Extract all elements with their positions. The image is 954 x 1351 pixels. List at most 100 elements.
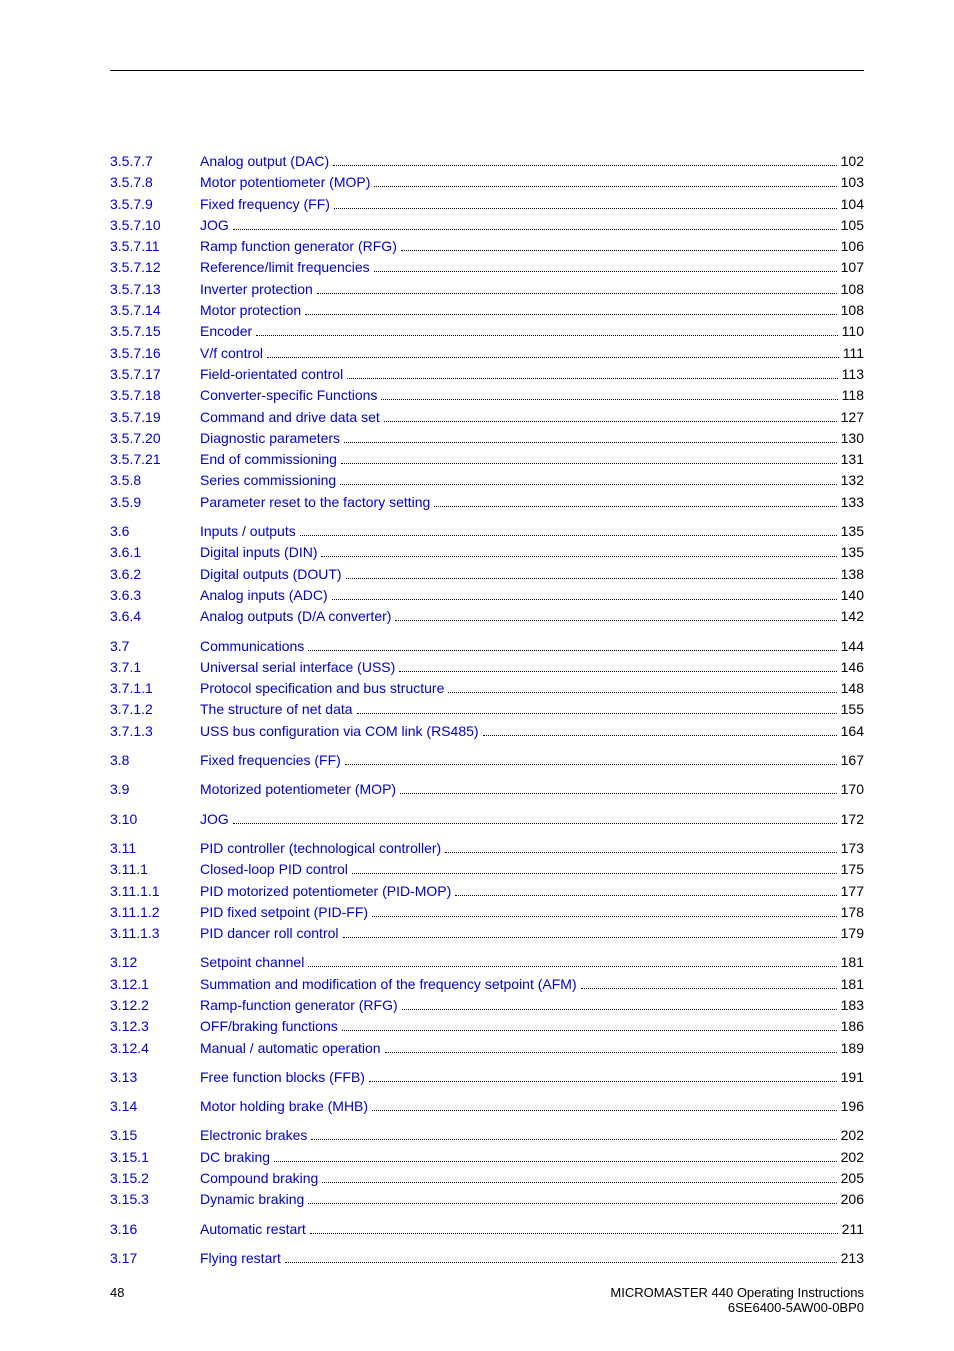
toc-page-number: 118	[842, 385, 864, 405]
toc-leader-dots	[233, 218, 837, 230]
toc-entry[interactable]: 3.7.1Universal serial interface (USS)146	[110, 657, 864, 677]
toc-leader-dots	[310, 1222, 838, 1234]
toc-entry[interactable]: 3.5.7.20Diagnostic parameters130	[110, 428, 864, 448]
toc-section-number: 3.15	[110, 1125, 200, 1145]
toc-section-title: Digital inputs (DIN)	[200, 542, 317, 562]
toc-entry[interactable]: 3.11.1.1PID motorized potentiometer (PID…	[110, 881, 864, 901]
toc-page-number: 181	[841, 974, 864, 994]
toc-entry[interactable]: 3.5.8Series commissioning132	[110, 470, 864, 490]
toc-section-number: 3.8	[110, 750, 200, 770]
toc-leader-dots	[483, 724, 837, 736]
toc-section-number: 3.6	[110, 521, 200, 541]
toc-entry[interactable]: 3.12.4Manual / automatic operation189	[110, 1038, 864, 1058]
toc-page-number: 206	[841, 1189, 864, 1209]
toc-page-number: 146	[841, 657, 864, 677]
toc-page-number: 132	[841, 470, 864, 490]
toc-entry[interactable]: 3.5.7.8Motor potentiometer (MOP)103	[110, 172, 864, 192]
toc-page-number: 155	[841, 699, 864, 719]
toc-section-title: Free function blocks (FFB)	[200, 1067, 365, 1087]
toc-entry[interactable]: 3.6.4Analog outputs (D/A converter)142	[110, 606, 864, 626]
toc-page-number: 108	[841, 279, 864, 299]
toc-entry[interactable]: 3.11.1.2PID fixed setpoint (PID-FF)178	[110, 902, 864, 922]
toc-entry[interactable]: 3.5.7.10JOG105	[110, 215, 864, 235]
toc-entry[interactable]: 3.13Free function blocks (FFB) 191	[110, 1067, 864, 1087]
toc-section-title: PID controller (technological controller…	[200, 838, 441, 858]
toc-page-number: 179	[841, 923, 864, 943]
toc-entry[interactable]: 3.12Setpoint channel181	[110, 952, 864, 972]
toc-entry[interactable]: 3.7.1.2The structure of net data155	[110, 699, 864, 719]
toc-entry[interactable]: 3.6Inputs / outputs135	[110, 521, 864, 541]
toc-entry[interactable]: 3.5.7.9Fixed frequency (FF)104	[110, 194, 864, 214]
toc-section-title: Command and drive data set	[200, 407, 380, 427]
toc-page-number: 202	[841, 1147, 864, 1167]
toc-section-title: Ramp function generator (RFG)	[200, 236, 397, 256]
toc-entry[interactable]: 3.6.2Digital outputs (DOUT)138	[110, 564, 864, 584]
toc-leader-dots	[402, 998, 837, 1010]
toc-page-number: 127	[841, 407, 864, 427]
toc-entry[interactable]: 3.5.7.19Command and drive data set127	[110, 407, 864, 427]
toc-leader-dots	[321, 546, 836, 558]
toc-entry[interactable]: 3.15.1DC braking202	[110, 1147, 864, 1167]
toc-entry[interactable]: 3.6.1Digital inputs (DIN)135	[110, 542, 864, 562]
toc-entry[interactable]: 3.5.7.21End of commissioning131	[110, 449, 864, 469]
toc-page-number: 144	[841, 636, 864, 656]
toc-section-number: 3.13	[110, 1067, 200, 1087]
toc-entry[interactable]: 3.7.1.1Protocol specification and bus st…	[110, 678, 864, 698]
toc-entry[interactable]: 3.5.7.18Converter-specific Functions118	[110, 385, 864, 405]
toc-entry[interactable]: 3.11.1Closed-loop PID control175	[110, 859, 864, 879]
toc-entry[interactable]: 3.12.3OFF/braking functions186	[110, 1016, 864, 1036]
toc-entry[interactable]: 3.14Motor holding brake (MHB)196	[110, 1096, 864, 1116]
toc-spacer	[110, 801, 864, 809]
toc-entry[interactable]: 3.15.3Dynamic braking206	[110, 1189, 864, 1209]
toc-entry[interactable]: 3.12.1Summation and modification of the …	[110, 974, 864, 994]
toc-entry[interactable]: 3.16Automatic restart211	[110, 1219, 864, 1239]
toc-spacer	[110, 944, 864, 952]
toc-entry[interactable]: 3.15Electronic brakes202	[110, 1125, 864, 1145]
toc-section-number: 3.5.7.20	[110, 428, 200, 448]
toc-leader-dots	[342, 1020, 837, 1032]
toc-entry[interactable]: 3.7.1.3USS bus configuration via COM lin…	[110, 721, 864, 741]
toc-entry[interactable]: 3.5.7.16V/f control111	[110, 343, 864, 363]
toc-section-number: 3.5.9	[110, 492, 200, 512]
toc-leader-dots	[372, 905, 837, 917]
toc-page-number: 111	[843, 343, 864, 363]
toc-entry[interactable]: 3.5.9Parameter reset to the factory sett…	[110, 492, 864, 512]
toc-section-title: PID fixed setpoint (PID-FF)	[200, 902, 368, 922]
toc-page-number: 113	[842, 364, 864, 384]
toc-entry[interactable]: 3.5.7.7Analog output (DAC)102	[110, 151, 864, 171]
toc-entry[interactable]: 3.17Flying restart213	[110, 1248, 864, 1268]
toc-entry[interactable]: 3.8Fixed frequencies (FF)167	[110, 750, 864, 770]
toc-entry[interactable]: 3.11PID controller (technological contro…	[110, 838, 864, 858]
toc-page-number: 172	[841, 809, 864, 829]
toc-leader-dots	[274, 1150, 837, 1162]
toc-entry[interactable]: 3.12.2Ramp-function generator (RFG)183	[110, 995, 864, 1015]
document-page: 3.5.7.7Analog output (DAC)1023.5.7.8Moto…	[0, 0, 954, 1351]
toc-section-number: 3.5.7.13	[110, 279, 200, 299]
toc-page-number: 107	[841, 257, 864, 277]
toc-entry[interactable]: 3.10JOG172	[110, 809, 864, 829]
toc-section-number: 3.5.7.11	[110, 236, 200, 256]
toc-entry[interactable]: 3.15.2Compound braking205	[110, 1168, 864, 1188]
toc-entry[interactable]: 3.5.7.11Ramp function generator (RFG)106	[110, 236, 864, 256]
toc-page-number: 186	[841, 1016, 864, 1036]
toc-entry[interactable]: 3.11.1.3PID dancer roll control179	[110, 923, 864, 943]
toc-entry[interactable]: 3.5.7.15Encoder110	[110, 321, 864, 341]
toc-page-number: 191	[841, 1067, 864, 1087]
toc-section-title: End of commissioning	[200, 449, 337, 469]
toc-leader-dots	[401, 240, 837, 252]
toc-entry[interactable]: 3.6.3Analog inputs (ADC)140	[110, 585, 864, 605]
toc-page-number: 202	[841, 1125, 864, 1145]
toc-entry[interactable]: 3.5.7.12Reference/limit frequencies107	[110, 257, 864, 277]
toc-entry[interactable]: 3.7Communications144	[110, 636, 864, 656]
toc-entry[interactable]: 3.5.7.13Inverter protection 108	[110, 279, 864, 299]
toc-entry[interactable]: 3.5.7.17Field-orientated control113	[110, 364, 864, 384]
toc-section-title: Inverter protection	[200, 279, 313, 299]
toc-entry[interactable]: 3.5.7.14Motor protection108	[110, 300, 864, 320]
toc-section-number: 3.12	[110, 952, 200, 972]
toc-entry[interactable]: 3.9Motorized potentiometer (MOP)170	[110, 779, 864, 799]
toc-leader-dots	[399, 660, 836, 672]
footer-page-number: 48	[110, 1285, 124, 1315]
toc-section-number: 3.15.2	[110, 1168, 200, 1188]
toc-section-title: Digital outputs (DOUT)	[200, 564, 342, 584]
toc-page-number: 110	[842, 321, 864, 341]
